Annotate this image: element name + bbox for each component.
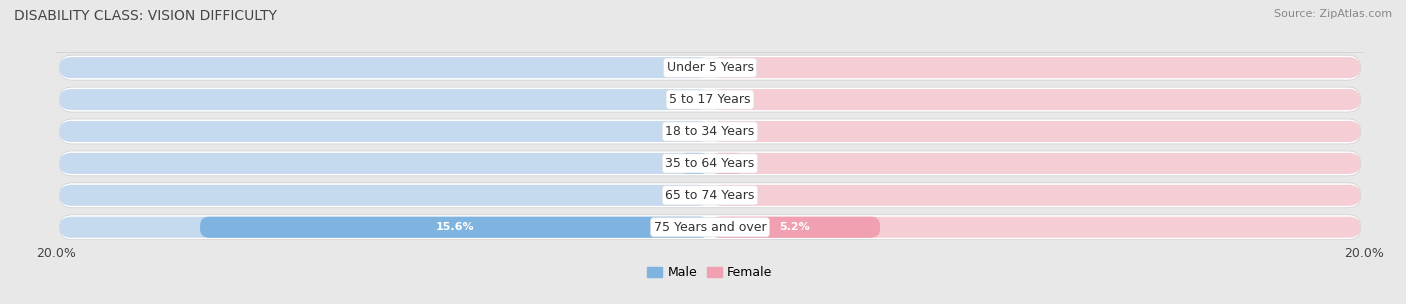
FancyBboxPatch shape <box>710 89 1361 110</box>
FancyBboxPatch shape <box>59 183 1361 208</box>
Legend: Male, Female: Male, Female <box>648 266 772 279</box>
FancyBboxPatch shape <box>59 151 1361 176</box>
FancyBboxPatch shape <box>678 153 710 174</box>
FancyBboxPatch shape <box>59 217 710 238</box>
Text: DISABILITY CLASS: VISION DIFFICULTY: DISABILITY CLASS: VISION DIFFICULTY <box>14 9 277 23</box>
Text: 5.2%: 5.2% <box>780 222 810 232</box>
FancyBboxPatch shape <box>710 57 1361 78</box>
FancyBboxPatch shape <box>710 217 1361 238</box>
Text: 0.0%: 0.0% <box>723 190 751 200</box>
FancyBboxPatch shape <box>59 121 710 142</box>
FancyBboxPatch shape <box>59 87 1361 112</box>
Text: 75 Years and over: 75 Years and over <box>654 221 766 234</box>
Text: 35 to 64 Years: 35 to 64 Years <box>665 157 755 170</box>
FancyBboxPatch shape <box>59 215 1361 240</box>
FancyBboxPatch shape <box>59 89 710 110</box>
FancyBboxPatch shape <box>710 121 1361 142</box>
Text: Under 5 Years: Under 5 Years <box>666 61 754 74</box>
Text: 0.0%: 0.0% <box>723 63 751 73</box>
Text: 1.1%: 1.1% <box>713 158 744 168</box>
FancyBboxPatch shape <box>710 185 1361 206</box>
Text: 0.0%: 0.0% <box>669 95 697 105</box>
FancyBboxPatch shape <box>59 57 710 78</box>
Text: 0.0%: 0.0% <box>723 95 751 105</box>
Text: 0.0%: 0.0% <box>669 126 697 136</box>
Text: 15.6%: 15.6% <box>436 222 474 232</box>
FancyBboxPatch shape <box>200 217 710 238</box>
Text: Source: ZipAtlas.com: Source: ZipAtlas.com <box>1274 9 1392 19</box>
FancyBboxPatch shape <box>59 119 1361 144</box>
Text: 0.0%: 0.0% <box>723 126 751 136</box>
FancyBboxPatch shape <box>59 55 1361 80</box>
FancyBboxPatch shape <box>710 217 880 238</box>
FancyBboxPatch shape <box>710 153 1361 174</box>
Text: 65 to 74 Years: 65 to 74 Years <box>665 189 755 202</box>
Text: 0.0%: 0.0% <box>669 190 697 200</box>
FancyBboxPatch shape <box>710 153 747 174</box>
FancyBboxPatch shape <box>59 185 710 206</box>
Text: 0.0%: 0.0% <box>669 63 697 73</box>
Text: 5 to 17 Years: 5 to 17 Years <box>669 93 751 106</box>
Text: 0.99%: 0.99% <box>675 158 713 168</box>
FancyBboxPatch shape <box>59 153 710 174</box>
Text: 18 to 34 Years: 18 to 34 Years <box>665 125 755 138</box>
